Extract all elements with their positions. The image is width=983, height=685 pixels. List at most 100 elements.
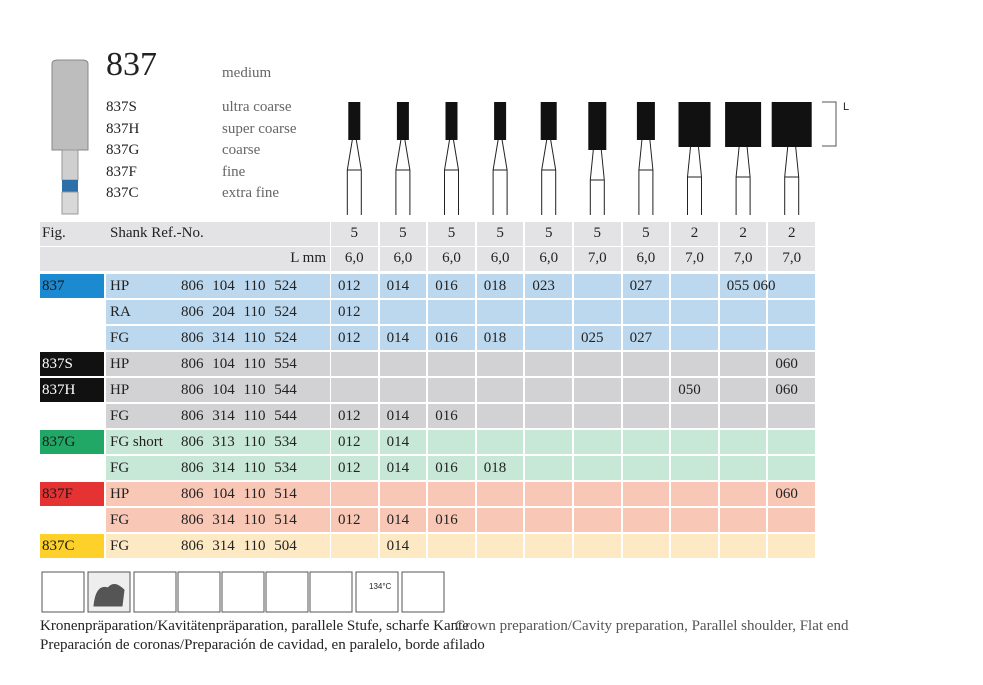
cell xyxy=(719,482,767,506)
cell xyxy=(768,456,815,480)
variant-grit: extra fine xyxy=(222,185,280,201)
ref-no: 806 104 110 544 xyxy=(181,382,297,398)
size-code: 060 xyxy=(775,356,798,372)
header-bg xyxy=(40,247,330,271)
header-cell xyxy=(525,247,572,271)
pack-size: 2 xyxy=(739,225,747,241)
size-code: 012 xyxy=(338,330,361,346)
cell xyxy=(331,352,378,376)
shank: FG xyxy=(110,330,130,346)
header-cell xyxy=(768,222,815,246)
size-code: 016 xyxy=(435,330,458,346)
cell xyxy=(671,404,718,428)
size-code: 016 xyxy=(435,460,458,476)
cell xyxy=(768,274,815,298)
group-code: 837G xyxy=(42,434,76,450)
cell xyxy=(379,508,427,532)
cell xyxy=(719,430,767,454)
cell xyxy=(476,534,524,558)
row-bg xyxy=(106,508,330,532)
variant-code: 837G xyxy=(106,142,140,158)
cell xyxy=(622,378,670,402)
size-code: 060 xyxy=(775,382,798,398)
group-label xyxy=(40,430,104,454)
header-cell xyxy=(428,222,475,246)
cell xyxy=(719,456,767,480)
pack-size: 5 xyxy=(399,225,407,241)
row-bg xyxy=(106,378,330,402)
size-code: 055 060 xyxy=(726,278,776,294)
cell xyxy=(379,378,427,402)
cell xyxy=(768,352,815,376)
cell xyxy=(768,508,815,532)
size-code: 014 xyxy=(386,434,410,450)
header-cell xyxy=(768,247,815,271)
row-bg xyxy=(106,456,330,480)
ref-no: 806 313 110 534 xyxy=(181,434,297,450)
length: 6,0 xyxy=(393,250,413,266)
cell xyxy=(719,326,767,350)
header-cell xyxy=(428,247,475,271)
sterilization-label: 134°C xyxy=(369,582,392,591)
cell xyxy=(331,274,378,298)
ref-no: 806 314 110 544 xyxy=(181,408,297,424)
cell xyxy=(768,482,815,506)
cell xyxy=(379,326,427,350)
cell xyxy=(671,352,718,376)
footer-english: Crown preparation/Cavity preparation, Pa… xyxy=(455,618,849,634)
group-code: 837 xyxy=(42,278,65,294)
cell xyxy=(476,274,524,298)
ref-no: 806 104 110 514 xyxy=(181,486,297,502)
cell xyxy=(476,482,524,506)
cell xyxy=(428,482,475,506)
cell xyxy=(428,378,475,402)
cell xyxy=(525,404,572,428)
length-bracket xyxy=(822,101,837,147)
group-label xyxy=(40,482,104,506)
cell xyxy=(331,326,378,350)
group-label xyxy=(40,378,104,402)
cell xyxy=(331,378,378,402)
pack-size: 5 xyxy=(350,225,359,241)
cell xyxy=(671,300,718,324)
cell xyxy=(379,534,427,558)
cell xyxy=(525,430,572,454)
cell xyxy=(719,352,767,376)
cell xyxy=(331,456,378,480)
header-cell xyxy=(671,247,718,271)
cell xyxy=(525,456,572,480)
fig-label: Fig. xyxy=(42,225,66,241)
pack-size: 5 xyxy=(447,225,456,241)
ref-no: 806 314 110 504 xyxy=(181,538,297,554)
cell xyxy=(379,300,427,324)
cell xyxy=(671,274,718,298)
size-code: 012 xyxy=(338,408,361,424)
footer-german: Kronenpräparation/Kavitätenpräparation, … xyxy=(40,618,469,634)
cell xyxy=(476,352,524,376)
size-code: 012 xyxy=(338,278,361,294)
header-cell xyxy=(331,247,378,271)
row-bg xyxy=(106,482,330,506)
ref-no: 806 314 110 524 xyxy=(181,330,297,346)
size-code: 016 xyxy=(435,278,458,294)
ref-no: 806 104 110 524 xyxy=(181,278,297,294)
cell xyxy=(622,274,670,298)
variant-code: 837C xyxy=(106,185,139,201)
ref-no: 806 314 110 514 xyxy=(181,512,297,528)
length: 6,0 xyxy=(490,250,510,266)
header-cell xyxy=(574,222,621,246)
length: 6,0 xyxy=(636,250,656,266)
size-code: 016 xyxy=(435,512,458,528)
cell xyxy=(622,300,670,324)
length: 7,0 xyxy=(733,250,753,266)
length: 6,0 xyxy=(344,250,364,266)
cell xyxy=(768,430,815,454)
cell xyxy=(622,352,670,376)
shank: RA xyxy=(110,304,131,320)
cell xyxy=(768,300,815,324)
header-cell xyxy=(379,247,427,271)
cell xyxy=(622,430,670,454)
size-code: 016 xyxy=(435,408,458,424)
header-cell xyxy=(671,222,718,246)
